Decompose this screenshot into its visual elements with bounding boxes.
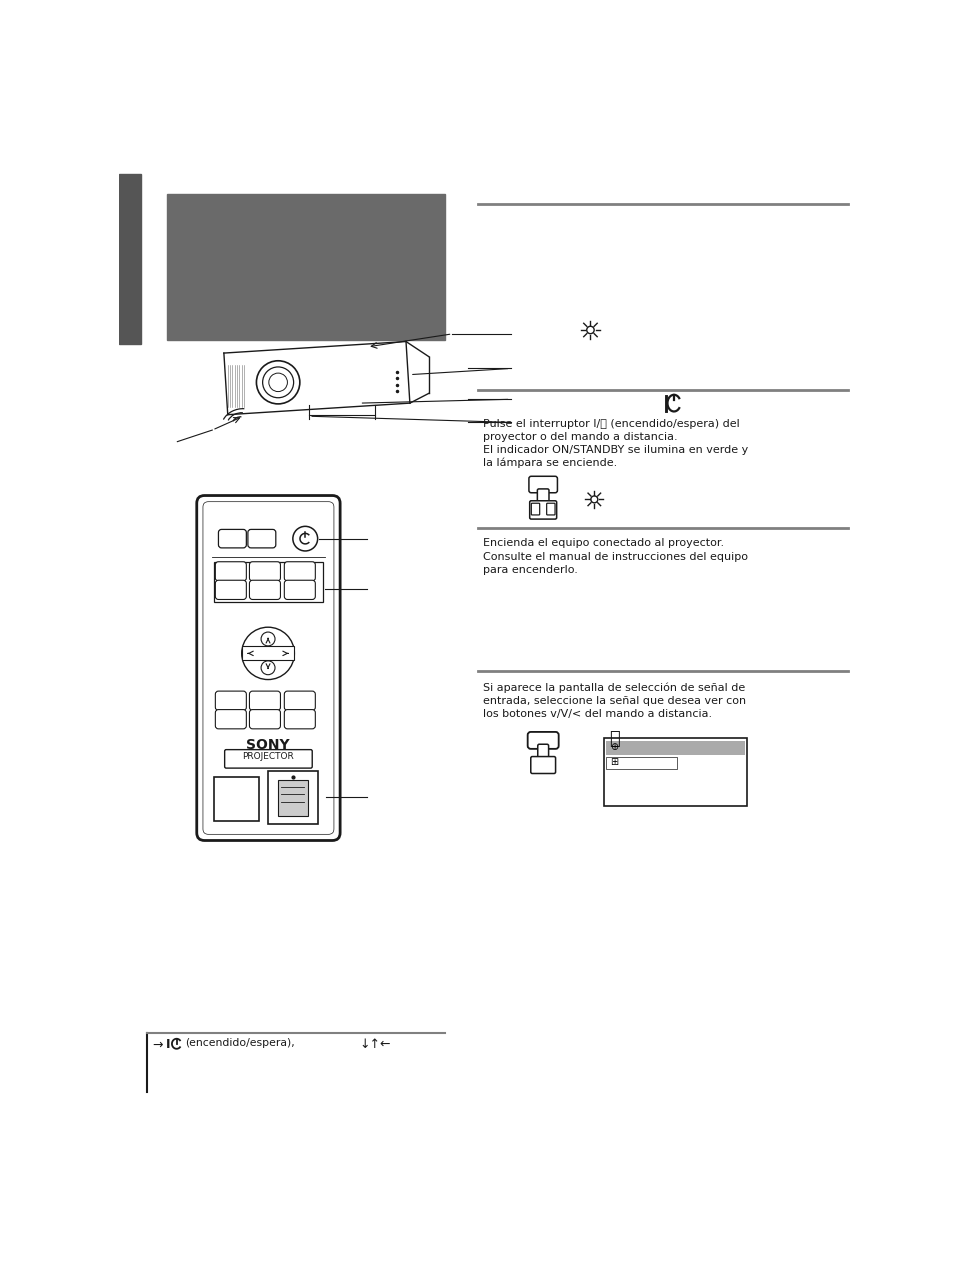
FancyBboxPatch shape: [249, 691, 280, 711]
Text: →: →: [152, 1038, 162, 1051]
Text: (encendido/espera),: (encendido/espera),: [185, 1038, 294, 1049]
FancyBboxPatch shape: [529, 501, 557, 519]
FancyBboxPatch shape: [530, 757, 555, 773]
FancyBboxPatch shape: [196, 496, 340, 841]
FancyBboxPatch shape: [284, 580, 315, 600]
FancyBboxPatch shape: [284, 562, 315, 581]
Text: I: I: [166, 1038, 170, 1051]
Text: Si aparece la pantalla de selección de señal de: Si aparece la pantalla de selección de s…: [483, 683, 745, 693]
Text: ⊕: ⊕: [609, 741, 618, 752]
FancyBboxPatch shape: [537, 489, 548, 506]
Bar: [167, 194, 444, 340]
FancyBboxPatch shape: [284, 710, 315, 729]
Text: PROJECTOR: PROJECTOR: [242, 752, 294, 761]
FancyBboxPatch shape: [218, 530, 246, 548]
Bar: [213, 777, 258, 822]
Text: 👉: 👉: [608, 730, 619, 748]
Bar: [213, 562, 323, 601]
Text: El indicador ON/STANDBY se ilumina en verde y: El indicador ON/STANDBY se ilumina en ve…: [483, 445, 748, 455]
FancyBboxPatch shape: [224, 749, 312, 768]
FancyBboxPatch shape: [527, 733, 558, 749]
FancyBboxPatch shape: [215, 562, 246, 581]
Text: para encenderlo.: para encenderlo.: [483, 564, 578, 575]
Text: la lámpara se enciende.: la lámpara se enciende.: [483, 457, 618, 469]
Text: SONY: SONY: [246, 738, 290, 752]
Text: ⊞: ⊞: [609, 757, 618, 767]
FancyBboxPatch shape: [249, 580, 280, 600]
Bar: [278, 781, 307, 815]
Bar: [268, 771, 318, 823]
Bar: [603, 738, 746, 806]
FancyBboxPatch shape: [215, 691, 246, 711]
Bar: [605, 741, 744, 755]
FancyBboxPatch shape: [215, 710, 246, 729]
FancyBboxPatch shape: [537, 744, 548, 761]
Text: Encienda el equipo conectado al proyector.: Encienda el equipo conectado al proyecto…: [483, 538, 724, 548]
Text: ↓↑←: ↓↑←: [359, 1038, 391, 1051]
FancyBboxPatch shape: [284, 691, 315, 711]
FancyBboxPatch shape: [248, 530, 275, 548]
Text: Consulte el manual de instrucciones del equipo: Consulte el manual de instrucciones del …: [483, 552, 748, 562]
Bar: [605, 757, 677, 769]
FancyBboxPatch shape: [241, 646, 294, 660]
Text: los botones v/V/< del mando a distancia.: los botones v/V/< del mando a distancia.: [483, 708, 712, 719]
FancyBboxPatch shape: [531, 503, 539, 515]
Text: proyector o del mando a distancia.: proyector o del mando a distancia.: [483, 432, 678, 442]
FancyBboxPatch shape: [546, 503, 555, 515]
FancyBboxPatch shape: [203, 502, 334, 834]
FancyBboxPatch shape: [528, 476, 557, 493]
FancyBboxPatch shape: [249, 562, 280, 581]
Text: Pulse el interruptor I/ⓞ (encendido/espera) del: Pulse el interruptor I/ⓞ (encendido/espe…: [483, 419, 740, 428]
FancyBboxPatch shape: [215, 580, 246, 600]
Bar: [119, 175, 141, 344]
FancyBboxPatch shape: [249, 710, 280, 729]
Text: entrada, seleccione la señal que desea ver con: entrada, seleccione la señal que desea v…: [483, 696, 746, 706]
